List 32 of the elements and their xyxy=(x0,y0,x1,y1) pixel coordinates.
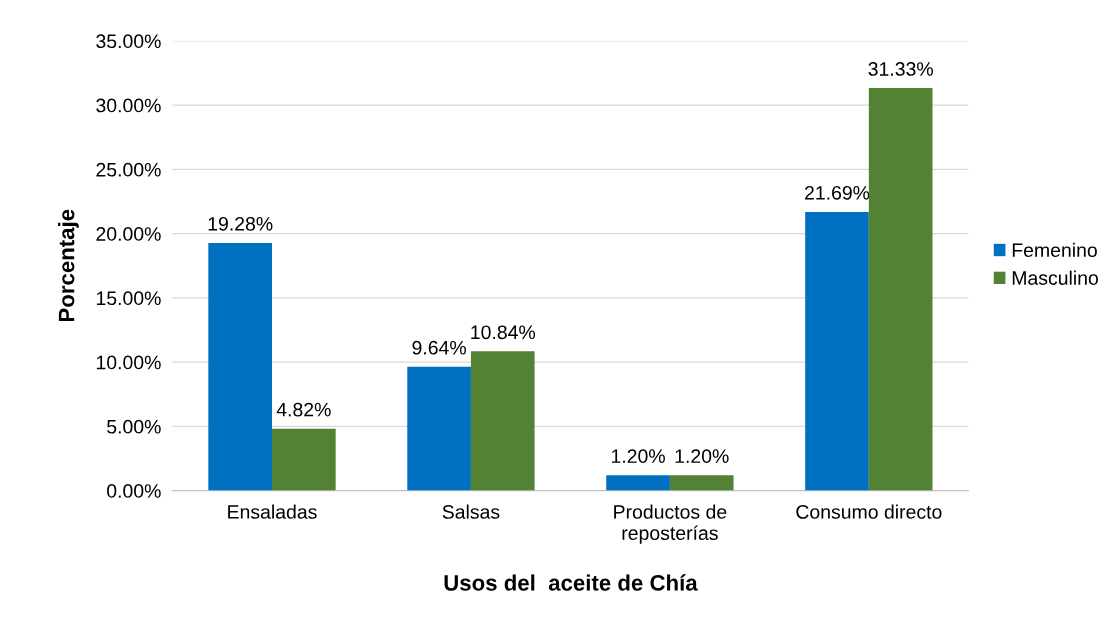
bar xyxy=(606,475,670,491)
bar xyxy=(407,366,471,491)
x-tick-label: Ensaladas xyxy=(228,504,317,519)
data-label: 9.64% xyxy=(412,340,466,355)
y-tick-label: 0.00% xyxy=(107,484,161,498)
y-tick-label: 5.00% xyxy=(107,419,161,434)
data-label: 19.28% xyxy=(208,216,273,231)
data-label: 1.20% xyxy=(611,449,665,464)
data-label: 4.82% xyxy=(276,402,331,417)
bar xyxy=(805,211,869,491)
data-label: 10.84% xyxy=(471,325,536,340)
x-tick-label: Productos de reposterías xyxy=(614,504,727,544)
bar xyxy=(470,351,535,491)
y-axis-title: Porcentaje xyxy=(58,209,79,322)
bar xyxy=(669,475,734,491)
y-tick-label: 20.00% xyxy=(96,227,161,241)
data-label: 31.33% xyxy=(868,62,933,76)
bar xyxy=(868,88,933,491)
x-axis-title: Usos del aceite de Chía xyxy=(444,574,698,591)
y-tick-label: 15.00% xyxy=(96,291,161,306)
legend-label: Masculino xyxy=(1012,270,1098,285)
y-tick-label: 35.00% xyxy=(96,34,161,49)
legend-label: Femenino xyxy=(1012,242,1097,258)
data-label: 21.69% xyxy=(805,185,870,200)
y-tick-label: 30.00% xyxy=(96,98,161,113)
bar xyxy=(208,242,272,491)
y-tick-label: 10.00% xyxy=(96,355,161,370)
bar xyxy=(271,428,336,491)
x-tick-label: Salsas xyxy=(442,504,500,519)
data-label: 1.20% xyxy=(675,449,729,464)
y-tick-label: 25.00% xyxy=(96,162,161,177)
x-tick-label: Consumo directo xyxy=(796,504,942,519)
